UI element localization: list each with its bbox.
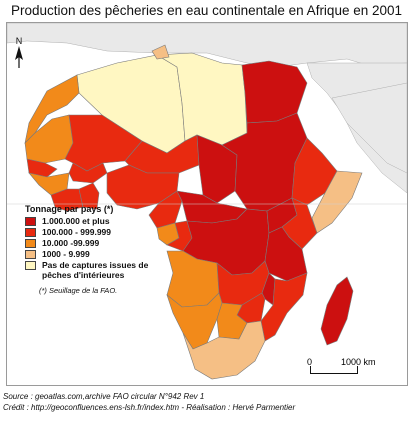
legend-note: (*) Seuillage de la FAO. <box>39 286 118 295</box>
legend-title: Tonnage par pays (*) <box>25 204 114 214</box>
africa-map <box>7 23 407 380</box>
legend-item: 10.000 -99.999 <box>25 238 170 248</box>
scale-line <box>310 373 358 374</box>
legend-item: 1.000.000 et plus <box>25 216 170 226</box>
source-text: Source : geoatlas.com,archive FAO circul… <box>3 392 205 401</box>
map-title: Production des pêcheries en eau continen… <box>10 3 403 18</box>
scale-tick <box>357 366 358 373</box>
country-madagascar <box>320 276 354 346</box>
legend-swatch <box>25 250 36 259</box>
map-area <box>6 22 408 386</box>
legend-label: 10.000 -99.999 <box>42 238 100 248</box>
scale-end-label: 1000 km <box>341 357 376 367</box>
legend-swatch <box>25 228 36 237</box>
country-somalia <box>311 170 363 234</box>
legend-swatch <box>25 217 36 226</box>
country-morocco <box>24 74 80 144</box>
country-burkina-faso <box>68 162 108 184</box>
country-senegal <box>26 158 58 178</box>
legend-item: 100.000 - 999.999 <box>25 227 170 237</box>
north-arrow-icon <box>15 46 23 68</box>
scale-tick <box>310 366 311 373</box>
country-tunisia <box>151 44 170 60</box>
scale-start-label: 0 <box>307 357 313 367</box>
map-legend: Tonnage par pays (*) 1.000.000 et plus 1… <box>25 204 170 295</box>
map-footer: Source : geoatlas.com,archive FAO circul… <box>3 391 411 413</box>
country-south-africa <box>182 320 266 380</box>
scale-bar: 0 1000 km <box>304 357 384 375</box>
north-arrow: N <box>14 36 24 71</box>
legend-swatch <box>25 261 36 270</box>
legend-label: 1000 - 9.999 <box>42 249 90 259</box>
country-malawi <box>261 272 276 306</box>
legend-label: 100.000 - 999.999 <box>42 227 112 237</box>
arabia-landmass <box>331 82 407 174</box>
legend-swatch <box>25 239 36 248</box>
legend-label: 1.000.000 et plus <box>42 216 110 226</box>
legend-item: 1000 - 9.999 <box>25 249 170 259</box>
credit-text: Crédit : http://geoconfluences.ens-lsh.f… <box>3 403 296 412</box>
country-niger <box>124 134 200 174</box>
north-label: N <box>15 36 23 46</box>
legend-item: Pas de captures issues de pêches d'intér… <box>25 260 170 280</box>
legend-label: Pas de captures issues de pêches d'intér… <box>42 260 149 280</box>
